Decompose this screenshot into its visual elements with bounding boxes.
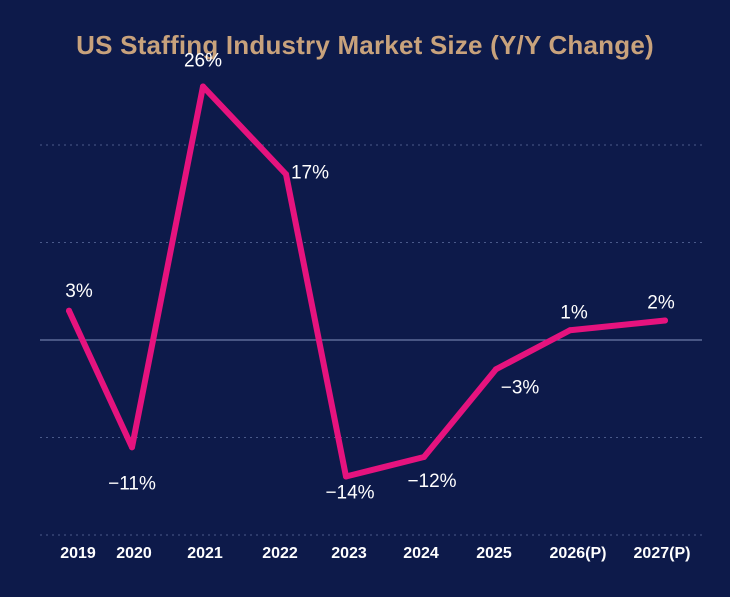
chart-title: US Staffing Industry Market Size (Y/Y Ch… [76,30,654,60]
data-label: −12% [407,471,456,492]
x-tick-label: 2022 [262,545,298,562]
data-point-2019 [66,307,72,314]
data-label: −11% [108,473,156,494]
data-point-2021 [200,83,206,90]
x-axis-ticks: 2019 2020 2021 2022 2023 2024 2025 2026(P) 2027(… [60,545,690,562]
data-label: −14% [325,483,374,504]
data-labels: 3% −11% 26% 17% −14% −12% −3% 1% 2% [65,51,675,504]
data-label: −3% [501,377,540,398]
data-point-2026p [567,327,573,334]
x-tick-label: 2023 [331,545,367,562]
data-point-2023 [343,473,349,480]
data-label: 2% [647,293,675,314]
x-tick-label: 2025 [476,545,512,562]
x-tick-label: 2027(P) [634,545,691,562]
x-tick-label: 2026(P) [550,545,607,562]
x-tick-label: 2024 [403,545,439,562]
x-tick-label: 2020 [116,545,152,562]
data-point-2020 [129,444,135,451]
data-point-2027p [662,317,668,324]
data-point-2024 [421,454,427,460]
data-point-2025 [493,366,499,373]
x-tick-label: 2019 [60,545,96,562]
data-point-2022 [283,171,289,178]
x-tick-label: 2021 [187,545,223,562]
data-label: 3% [65,281,93,302]
data-label: 17% [291,162,329,183]
data-label: 26% [184,51,222,72]
data-label: 1% [560,302,588,323]
series-line-group [66,83,668,480]
